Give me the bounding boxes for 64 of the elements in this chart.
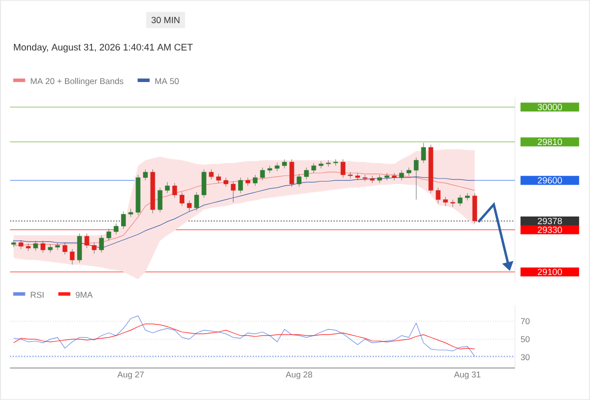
candlestick xyxy=(252,174,258,186)
y-tick-label: 29100 xyxy=(538,268,562,276)
candlestick xyxy=(224,177,228,187)
candlestick xyxy=(348,172,353,179)
y-tick-label: 30000 xyxy=(538,104,562,110)
x-tick-label: Aug 27 xyxy=(117,372,144,380)
legend-label: MA 50 xyxy=(155,78,179,84)
legend-label: RSI xyxy=(30,292,44,298)
candlestick xyxy=(282,159,287,169)
candlestick xyxy=(172,182,178,198)
y-tick-label: 29330 xyxy=(538,226,562,233)
candlestick xyxy=(238,177,243,194)
candlestick xyxy=(33,240,38,252)
y-tick-label: 29810 xyxy=(538,138,562,146)
candlestick xyxy=(114,223,118,235)
candlestick xyxy=(340,159,346,178)
candlestick xyxy=(40,240,46,253)
legend-label: 9MA xyxy=(76,292,93,298)
y-tick-label: 29600 xyxy=(538,177,562,184)
candlestick xyxy=(436,187,440,204)
legend-label: MA 20 + Bollinger Bands xyxy=(30,78,124,86)
candlestick xyxy=(458,194,462,206)
candlestick xyxy=(84,233,90,248)
candlestick xyxy=(216,174,221,184)
candlestick xyxy=(77,233,82,263)
candlestick xyxy=(121,211,126,230)
candlestick xyxy=(289,159,294,187)
y-tick-label: 70 xyxy=(520,318,530,324)
candlestick xyxy=(230,181,236,203)
candlestick xyxy=(158,187,162,213)
candlestick xyxy=(311,162,316,174)
candlestick xyxy=(296,174,302,187)
candlestick xyxy=(443,196,448,206)
x-tick-label: Aug 28 xyxy=(286,372,312,380)
candlestick xyxy=(450,199,456,208)
candlestick xyxy=(326,160,331,167)
candlestick xyxy=(362,174,368,182)
candlestick xyxy=(165,182,170,194)
candlestick xyxy=(202,169,206,198)
candlestick xyxy=(414,157,419,200)
candlestick xyxy=(99,235,104,253)
candlestick xyxy=(304,167,309,180)
candlestick xyxy=(260,167,265,181)
candlestick xyxy=(318,160,324,169)
y-tick-label: 29378 xyxy=(538,218,562,224)
candlestick xyxy=(55,242,60,250)
chart-subtitle: Monday, August 31, 2026 1:40:41 AM CET xyxy=(14,44,193,52)
candlestick xyxy=(70,248,75,265)
candlestick xyxy=(186,200,192,212)
y-tick-label: 50 xyxy=(520,336,530,342)
candlestick xyxy=(143,169,148,181)
chart-title: 30 MIN xyxy=(152,16,180,24)
candlestick xyxy=(208,169,214,180)
candlestick xyxy=(421,142,426,164)
candlestick xyxy=(62,242,68,255)
candlestick xyxy=(180,192,184,206)
x-tick-label: Aug 31 xyxy=(454,372,480,380)
candlestick xyxy=(18,240,24,250)
y-tick-label: 30 xyxy=(520,354,530,360)
candlestick xyxy=(465,192,470,201)
candlestick xyxy=(106,228,112,242)
candlestick xyxy=(399,170,404,181)
candlestick xyxy=(194,192,199,211)
candlestick xyxy=(92,242,97,254)
